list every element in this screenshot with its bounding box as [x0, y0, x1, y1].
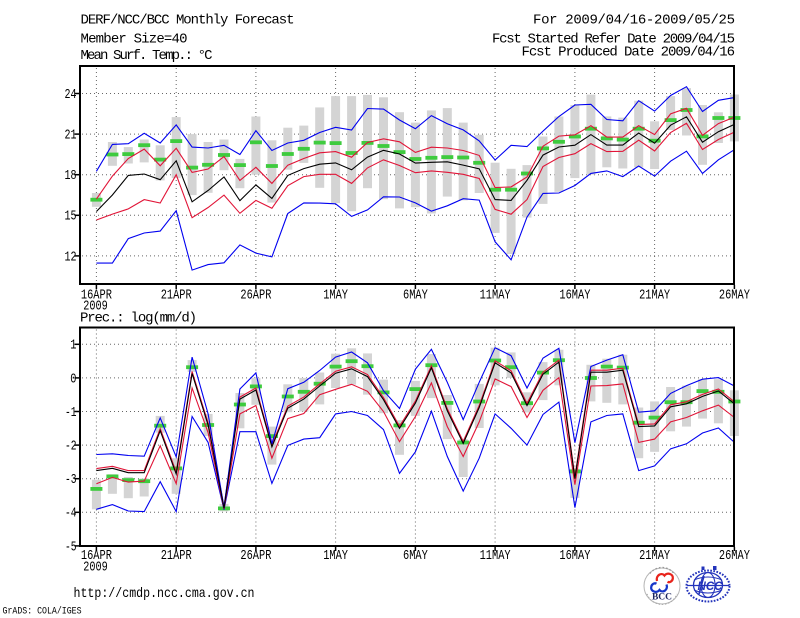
- svg-text:-2: -2: [65, 439, 77, 455]
- svg-text:1MAY: 1MAY: [323, 287, 348, 303]
- svg-text:21APR: 21APR: [161, 287, 192, 303]
- svg-text:2009: 2009: [83, 560, 108, 576]
- svg-text:16MAY: 16MAY: [559, 548, 590, 564]
- svg-text:21: 21: [65, 128, 77, 144]
- svg-text:1: 1: [70, 338, 76, 354]
- svg-text:16APR: 16APR: [81, 548, 112, 564]
- svg-text:Prec.: log(mm/d): Prec.: log(mm/d): [80, 311, 197, 327]
- svg-text:BCC: BCC: [652, 593, 672, 603]
- svg-text:-3: -3: [65, 472, 77, 488]
- svg-text:21APR: 21APR: [161, 548, 192, 564]
- svg-text:11MAY: 11MAY: [480, 287, 511, 303]
- svg-text:24: 24: [65, 87, 77, 103]
- svg-text:21MAY: 21MAY: [639, 287, 670, 303]
- svg-text:-5: -5: [65, 539, 77, 555]
- svg-text:15: 15: [65, 209, 77, 225]
- svg-text:Mean Surf. Temp.: °C: Mean Surf. Temp.: °C: [81, 48, 213, 64]
- svg-text:DERF/NCC/BCC Monthly Forecast: DERF/NCC/BCC Monthly Forecast: [81, 12, 295, 28]
- svg-text:26APR: 26APR: [240, 287, 271, 303]
- svg-text:-1: -1: [65, 405, 77, 421]
- svg-text:1MAY: 1MAY: [323, 548, 348, 564]
- svg-text:12: 12: [65, 249, 77, 265]
- svg-text:-4: -4: [65, 506, 77, 522]
- svg-text:2009: 2009: [83, 299, 108, 315]
- svg-text:For 2009/04/16-2009/05/25: For 2009/04/16-2009/05/25: [533, 12, 735, 28]
- svg-text:6MAY: 6MAY: [403, 548, 428, 564]
- svg-text:http://cmdp.ncc.cma.gov.cn: http://cmdp.ncc.cma.gov.cn: [74, 586, 255, 602]
- svg-text:21MAY: 21MAY: [639, 548, 670, 564]
- svg-text:NCC: NCC: [698, 581, 724, 593]
- svg-text:18: 18: [65, 168, 77, 184]
- svg-text:6MAY: 6MAY: [403, 287, 428, 303]
- svg-text:16MAY: 16MAY: [559, 287, 590, 303]
- svg-text:16APR: 16APR: [81, 287, 112, 303]
- svg-text:Member Size=40: Member Size=40: [81, 32, 188, 48]
- svg-text:11MAY: 11MAY: [480, 548, 511, 564]
- svg-text:26MAY: 26MAY: [719, 548, 750, 564]
- svg-text:Fcst Started Refer Date 2009/0: Fcst Started Refer Date 2009/04/15: [492, 32, 735, 48]
- svg-text:26APR: 26APR: [240, 548, 271, 564]
- svg-text:26MAY: 26MAY: [719, 287, 750, 303]
- svg-text:GrADS: COLA/IGES: GrADS: COLA/IGES: [3, 606, 82, 618]
- svg-text:0: 0: [70, 371, 76, 387]
- svg-text:Fcst Produced Date 2009/04/16: Fcst Produced Date 2009/04/16: [522, 45, 736, 61]
